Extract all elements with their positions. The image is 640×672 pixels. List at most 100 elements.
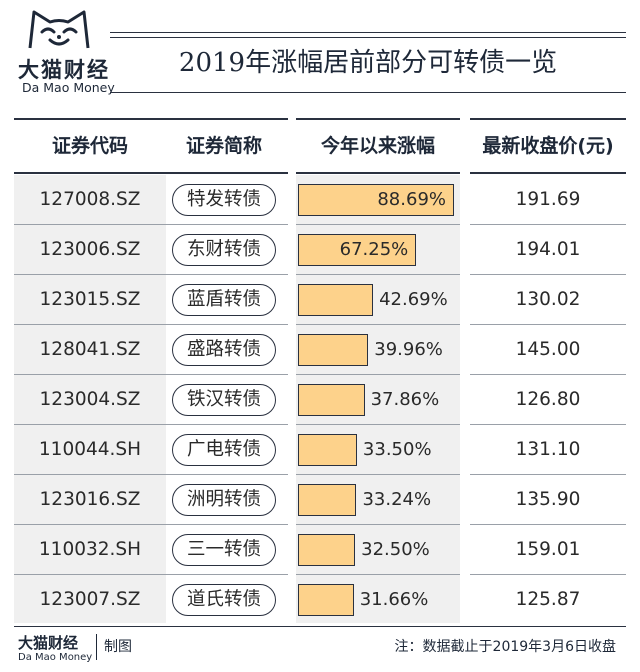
row-divider xyxy=(296,474,460,475)
row-code: 123007.SZ xyxy=(39,589,141,610)
brand-logo: 大猫财经 Da Mao Money xyxy=(14,8,115,100)
header-price: 最新收盘价(元) xyxy=(470,118,626,174)
row-code: 128041.SZ xyxy=(39,339,141,360)
row-divider xyxy=(160,274,288,275)
row-code: 123004.SZ xyxy=(39,389,141,410)
row-code: 127008.SZ xyxy=(39,189,141,210)
row-divider xyxy=(160,324,288,325)
change-bar xyxy=(298,484,357,516)
footer-note: 注：数据截止于2019年3月6日收盘 xyxy=(394,639,616,655)
cat-face-icon xyxy=(28,10,90,49)
change-bar xyxy=(298,284,374,316)
change-label: 37.86% xyxy=(370,389,440,410)
row-divider xyxy=(14,474,166,475)
row-divider xyxy=(470,574,626,575)
row-divider xyxy=(160,524,288,525)
row-divider xyxy=(14,324,166,325)
footer-brand-cn: 大猫财经 xyxy=(18,634,79,652)
change-bar xyxy=(298,534,356,566)
row-code: 110032.SH xyxy=(38,539,142,560)
row-divider xyxy=(14,524,166,525)
row-divider xyxy=(160,374,288,375)
row-name-pill: 盛路转债 xyxy=(172,334,276,366)
change-label: 31.66% xyxy=(359,589,429,610)
title-top-rule xyxy=(110,32,626,33)
header-change-label: 今年以来涨幅 xyxy=(320,135,435,157)
footer-credit: 制图 xyxy=(104,639,132,655)
row-price: 130.02 xyxy=(515,289,581,310)
title-top-rule-thin xyxy=(110,37,626,38)
row-name-pill: 广电转债 xyxy=(172,434,276,466)
row-price: 125.87 xyxy=(515,589,581,610)
change-bar xyxy=(298,584,354,616)
row-divider xyxy=(470,274,626,275)
row-code: 123016.SZ xyxy=(39,489,141,510)
row-divider xyxy=(296,574,460,575)
row-divider xyxy=(160,474,288,475)
row-price: 191.69 xyxy=(515,189,581,210)
header-code: 证券代码 xyxy=(14,118,166,174)
row-price: 159.01 xyxy=(515,539,581,560)
brand-name-cn: 大猫财经 xyxy=(18,58,110,82)
row-divider xyxy=(160,224,288,225)
row-price: 131.10 xyxy=(515,439,581,460)
change-label: 33.24% xyxy=(362,489,432,510)
row-name-pill: 东财转债 xyxy=(172,234,276,266)
row-divider xyxy=(296,274,460,275)
row-divider xyxy=(14,424,166,425)
row-divider xyxy=(470,424,626,425)
row-divider xyxy=(470,224,626,225)
row-name-pill: 道氏转债 xyxy=(172,584,276,616)
row-divider xyxy=(470,474,626,475)
change-bar xyxy=(298,184,454,216)
row-divider xyxy=(470,374,626,375)
title-bottom-rule xyxy=(110,92,626,93)
row-divider xyxy=(470,324,626,325)
change-bar xyxy=(298,234,417,266)
page-title: 2019年涨幅居前部分可转债一览 xyxy=(178,48,558,78)
row-code: 110044.SH xyxy=(38,439,142,460)
change-label: 33.50% xyxy=(362,439,432,460)
change-label: 88.69% xyxy=(377,189,446,210)
change-label: 42.69% xyxy=(379,289,448,310)
row-divider xyxy=(470,524,626,525)
change-bar xyxy=(298,334,369,366)
row-divider xyxy=(296,374,460,375)
row-divider xyxy=(14,574,166,575)
header-change: 今年以来涨幅 xyxy=(296,118,460,174)
row-name-pill: 三一转债 xyxy=(172,534,276,566)
header-code-label: 证券代码 xyxy=(51,135,128,157)
change-label: 39.96% xyxy=(374,339,443,360)
row-name-pill: 洲明转债 xyxy=(172,484,276,516)
header-name-label: 证券简称 xyxy=(185,135,262,157)
row-price: 126.80 xyxy=(515,389,581,410)
row-price: 194.01 xyxy=(515,239,581,260)
row-divider xyxy=(14,374,166,375)
row-name-pill: 特发转债 xyxy=(172,184,276,216)
row-divider xyxy=(296,224,460,225)
row-divider xyxy=(296,524,460,525)
row-price: 145.00 xyxy=(515,339,581,360)
row-name-pill: 铁汉转债 xyxy=(172,384,276,416)
change-bar xyxy=(298,434,357,466)
code-column-panel xyxy=(14,175,166,623)
row-divider xyxy=(160,574,288,575)
brand-name-en: Da Mao Money xyxy=(22,80,115,95)
header-name: 证券简称 xyxy=(160,118,288,174)
row-divider xyxy=(296,324,460,325)
row-name-pill: 蓝盾转债 xyxy=(172,284,276,316)
row-divider xyxy=(14,274,166,275)
row-divider xyxy=(14,224,166,225)
footer-brand-en: Da Mao Money xyxy=(18,652,93,663)
change-label: 32.50% xyxy=(361,539,430,560)
header-price-label: 最新收盘价(元) xyxy=(482,135,614,157)
row-code: 123006.SZ xyxy=(39,239,141,260)
row-divider xyxy=(160,424,288,425)
row-divider xyxy=(296,424,460,425)
row-code: 123015.SZ xyxy=(39,289,141,310)
row-price: 135.90 xyxy=(515,489,581,510)
change-bar xyxy=(298,384,365,416)
footer-separator xyxy=(96,634,97,660)
footer-rule xyxy=(14,626,626,627)
change-label: 67.25% xyxy=(339,239,409,260)
